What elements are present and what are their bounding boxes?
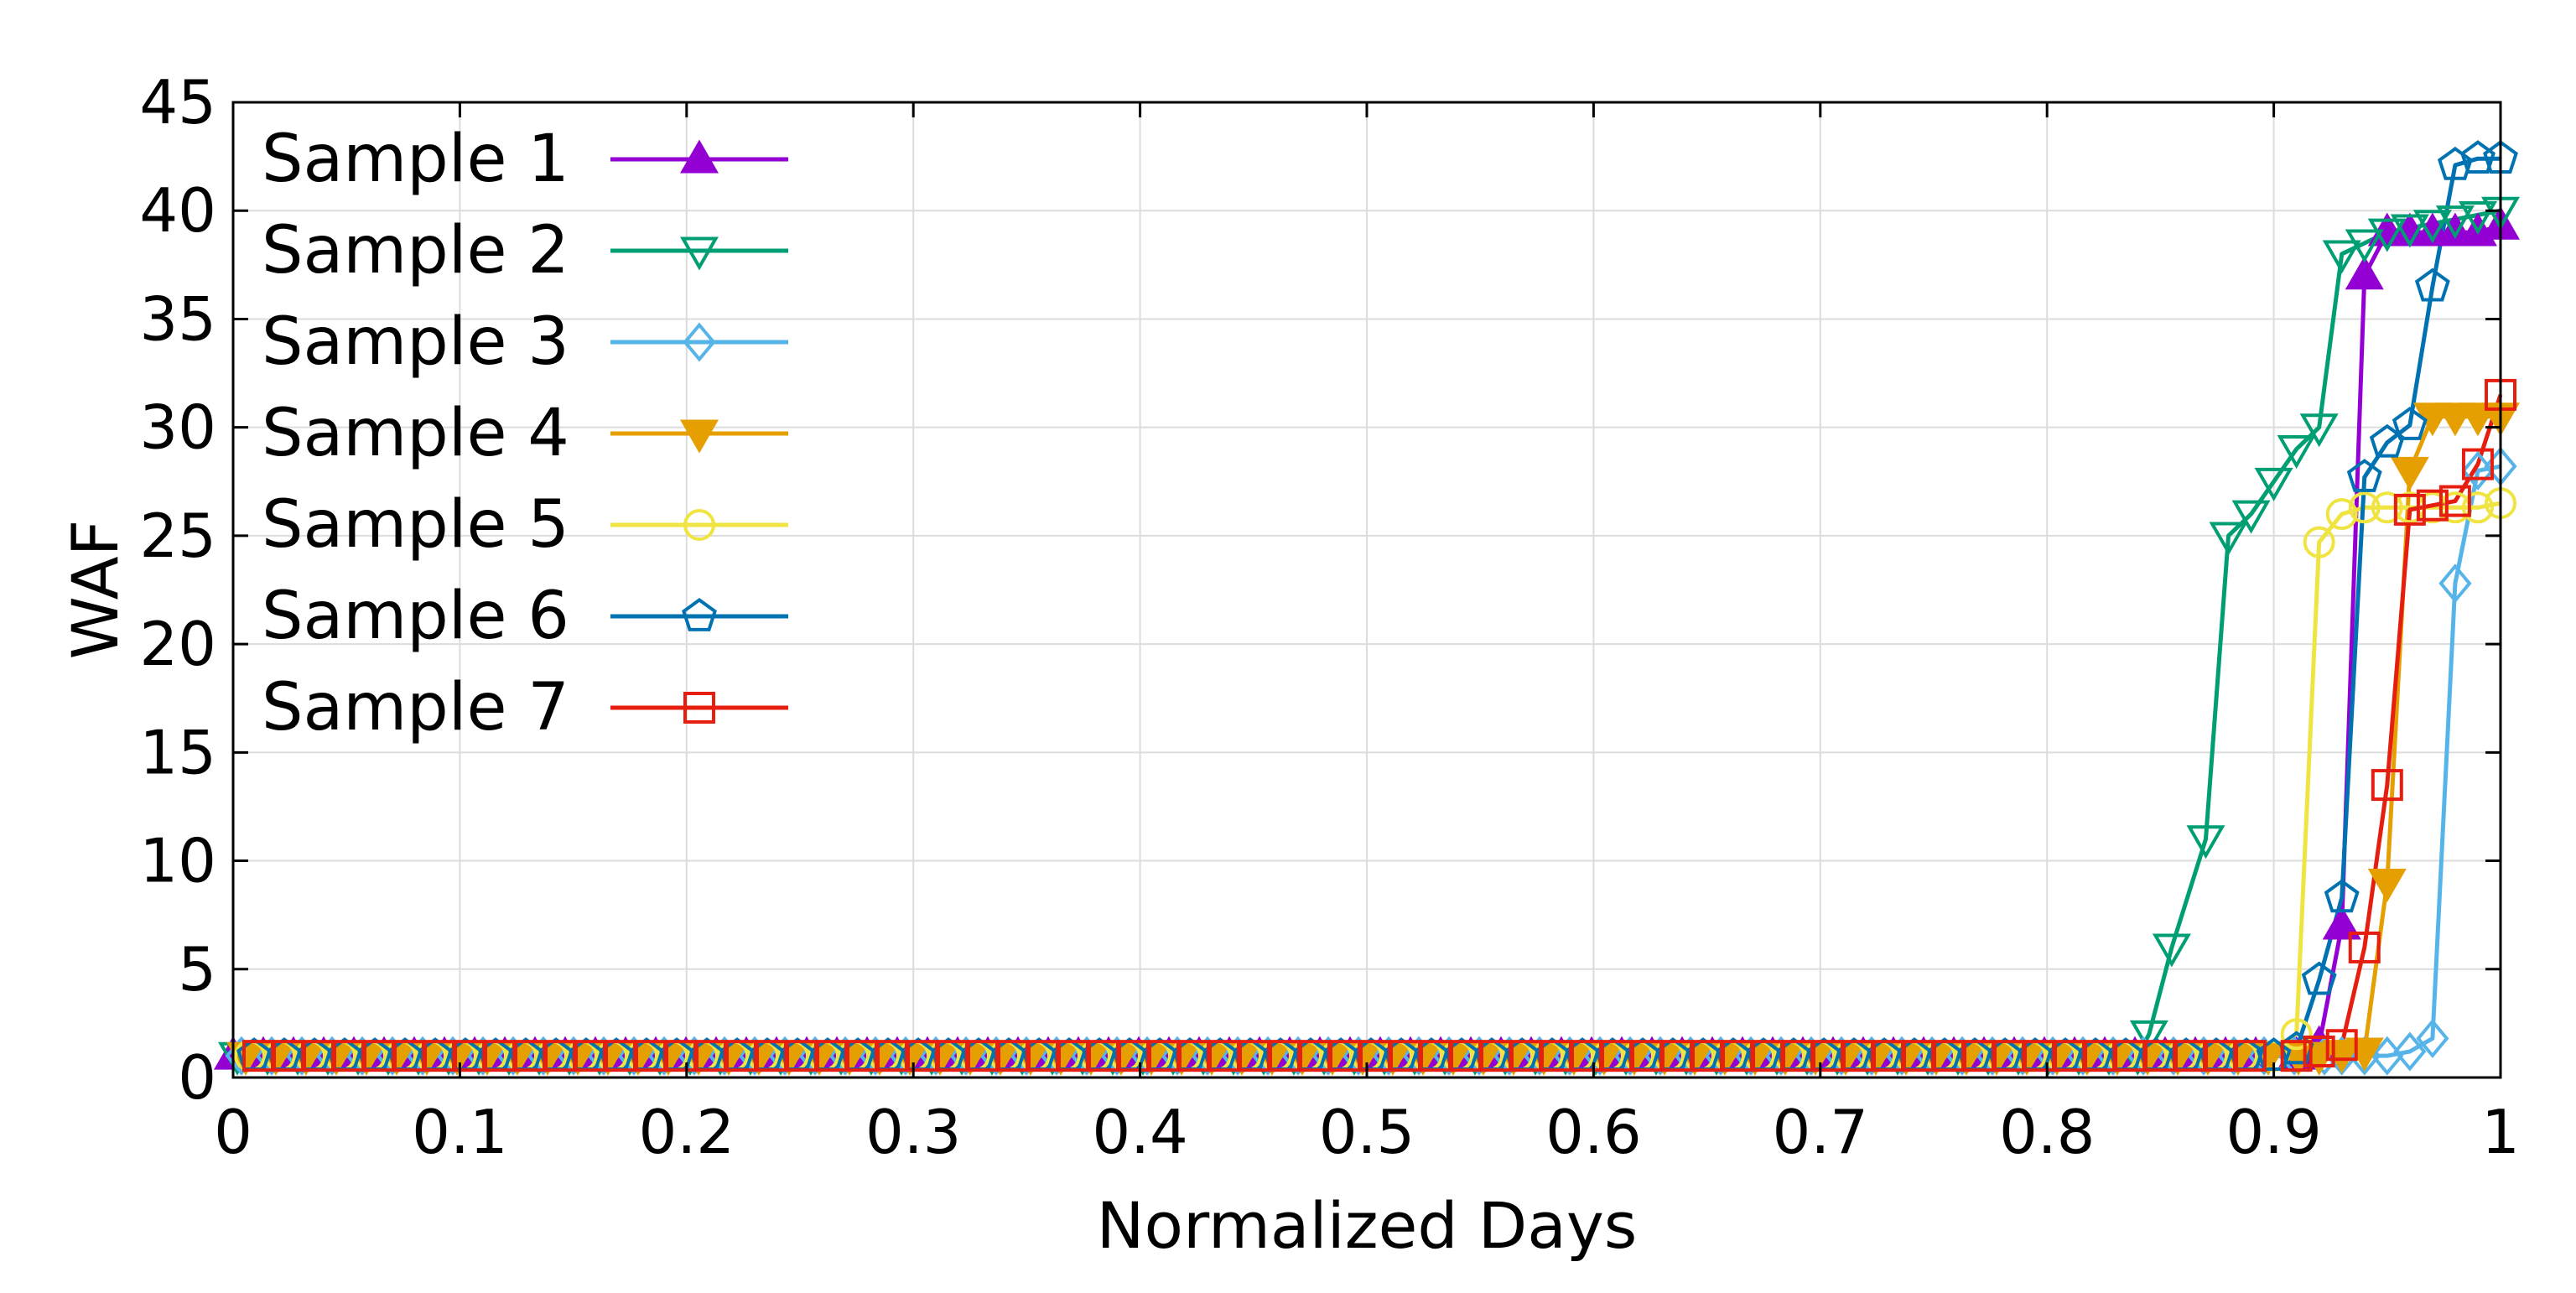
sample-3-point <box>2393 1031 2427 1072</box>
legend-sample-5-label: Sample 5 <box>262 487 569 563</box>
legend-sample-6-marker <box>682 597 717 631</box>
x-axis-label: Normalized Days <box>1097 1188 1638 1263</box>
legend-sample-6-label: Sample 6 <box>262 579 569 654</box>
x-tick-label: 0.2 <box>639 1097 735 1167</box>
sample-2-point <box>2231 500 2271 534</box>
y-tick-label: 30 <box>139 392 216 463</box>
sample-2-point <box>2412 210 2452 244</box>
x-tick-label: 0.5 <box>1319 1097 1415 1167</box>
sample-4-point <box>2367 868 2407 902</box>
sample-7-point <box>2303 1035 2335 1067</box>
sample-1-point <box>2322 906 2361 940</box>
sample-5-point <box>2303 526 2335 558</box>
sample-7-point <box>2325 1029 2358 1062</box>
legend-sample-4-label: Sample 4 <box>262 396 569 471</box>
y-tick-label: 25 <box>139 501 216 571</box>
series-markers <box>213 140 2521 1076</box>
sample-6-point <box>2346 459 2382 492</box>
sample-7-point <box>2280 1040 2313 1072</box>
sample-5-point <box>2371 491 2403 524</box>
sample-7-point <box>2348 931 2381 963</box>
x-tick-label: 0 <box>214 1097 252 1167</box>
x-tick-label: 0.1 <box>412 1097 508 1167</box>
sample-2-point <box>2186 825 2225 859</box>
legend-sample-1-label: Sample 1 <box>262 122 569 197</box>
y-tick-label: 10 <box>139 826 216 896</box>
x-tick-label: 0.4 <box>1092 1097 1188 1167</box>
sample-1-point <box>2345 256 2384 290</box>
grid-lines <box>233 102 2501 1078</box>
y-tick-label: 0 <box>178 1042 216 1113</box>
sample-7-point <box>2371 769 2403 802</box>
sample-5-point <box>2348 491 2381 524</box>
legend-sample-1-marker <box>679 139 719 174</box>
sample-2-point <box>2254 467 2293 501</box>
y-tick-label: 5 <box>178 934 216 1005</box>
sample-6-markers <box>236 140 2518 1071</box>
sample-6-point <box>2301 961 2337 995</box>
sample-5-point <box>2325 498 2358 531</box>
sample-2-point <box>2277 435 2316 470</box>
sample-2-point <box>2129 1020 2168 1054</box>
sample-2-point <box>2390 214 2429 248</box>
sample-6-point <box>2437 146 2473 180</box>
sample-1-point <box>2435 212 2475 247</box>
x-tick-label: 0.7 <box>1773 1097 1869 1167</box>
sample-4-markers <box>226 402 2521 1076</box>
sample-4-point <box>2435 402 2475 437</box>
sample-7-point <box>2438 485 2471 517</box>
sample-2-point <box>2322 240 2361 274</box>
legend-sample-2-marker <box>679 236 719 271</box>
sample-6-point <box>2414 267 2450 302</box>
y-tick-label: 40 <box>139 175 216 246</box>
sample-6-point <box>2392 407 2428 440</box>
sample-2-point <box>2345 229 2384 263</box>
legend-sample-5-marker <box>683 509 715 541</box>
legend-sample-2-label: Sample 2 <box>262 213 569 288</box>
sample-7-point <box>2393 493 2426 526</box>
sample-7-markers <box>242 378 2516 1072</box>
x-tick-label: 0.9 <box>2225 1097 2322 1167</box>
sample-7-point <box>2416 489 2449 522</box>
sample-1-point <box>2412 212 2452 247</box>
y-tick-label: 35 <box>139 283 216 354</box>
sample-5-line <box>233 501 2501 1058</box>
sample-7-point <box>2461 448 2494 480</box>
y-tick-label: 15 <box>139 717 216 787</box>
sample-2-point <box>2209 522 2248 556</box>
sample-5-markers <box>234 487 2516 1072</box>
legend-sample-4-marker <box>679 419 719 454</box>
sample-7-point <box>2235 1040 2267 1072</box>
y-axis-label: WAF <box>58 520 132 660</box>
x-tick-label: 0.8 <box>1999 1097 2096 1167</box>
sample-2-point <box>2152 933 2191 968</box>
sample-2-point <box>2435 205 2475 240</box>
y-tick-label: 20 <box>139 609 216 679</box>
sample-3-point <box>2416 1018 2449 1059</box>
axis-ticks: 0 0.1 0.2 0.3 0.4 0.5 0.6 0.7 0.8 0.9 105101520253… <box>139 67 2520 1167</box>
legend-sample-7-label: Sample 7 <box>262 670 569 745</box>
sample-4-point <box>2458 402 2497 437</box>
sample-2-point <box>2367 218 2407 252</box>
legend: Sample 1 Sample 2 Sample 3 Sample 4 Sample 5… <box>262 122 788 745</box>
sample-3-markers <box>225 446 2517 1076</box>
y-tick-label: 45 <box>139 67 216 138</box>
sample-5-point <box>2461 491 2494 524</box>
sample-3-point <box>2438 563 2472 604</box>
x-tick-label: 1 <box>2481 1097 2520 1167</box>
legend-sample-7-marker <box>683 692 715 724</box>
sample-6-point <box>2460 140 2496 174</box>
legend-sample-3-label: Sample 3 <box>262 304 569 380</box>
sample-2-point <box>2458 200 2497 235</box>
x-tick-label: 0.6 <box>1545 1097 1642 1167</box>
sample-4-point <box>2390 456 2429 491</box>
sample-5-point <box>2280 1018 2313 1051</box>
legend-sample-3-marker <box>683 322 716 362</box>
sample-2-point <box>2299 413 2339 448</box>
sample-6-point <box>2324 879 2360 913</box>
x-tick-label: 0.3 <box>865 1097 962 1167</box>
